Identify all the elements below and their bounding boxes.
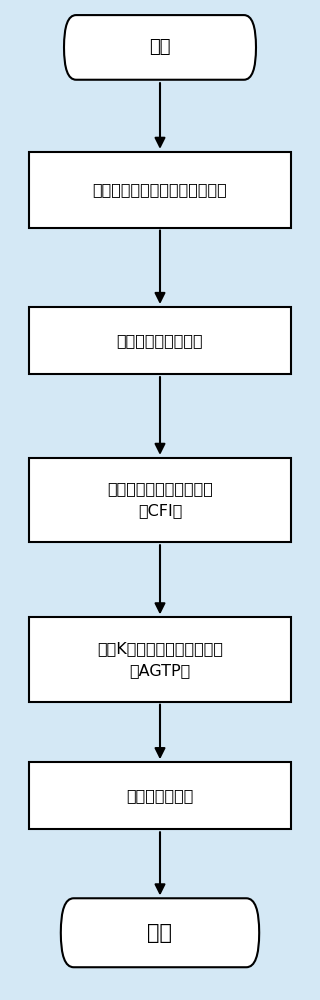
FancyBboxPatch shape bbox=[64, 15, 256, 80]
FancyBboxPatch shape bbox=[29, 152, 291, 228]
FancyBboxPatch shape bbox=[29, 762, 291, 829]
Text: 建立全球范围的网格化评估模型: 建立全球范围的网格化评估模型 bbox=[92, 182, 228, 197]
Text: 计算凝结尾生成频率指数
（CFI）: 计算凝结尾生成频率指数 （CFI） bbox=[107, 481, 213, 519]
FancyBboxPatch shape bbox=[29, 458, 291, 542]
FancyBboxPatch shape bbox=[61, 898, 259, 967]
Text: 绘制全球增温图: 绘制全球增温图 bbox=[126, 788, 194, 803]
Text: 评估K年后绝对全球温变潜能
（AGTP）: 评估K年后绝对全球温变潜能 （AGTP） bbox=[97, 641, 223, 678]
Text: 判断凝结尾生成态势: 判断凝结尾生成态势 bbox=[117, 333, 203, 348]
FancyBboxPatch shape bbox=[29, 307, 291, 374]
Text: 结束: 结束 bbox=[148, 923, 172, 943]
Text: 开始: 开始 bbox=[149, 38, 171, 56]
FancyBboxPatch shape bbox=[29, 617, 291, 702]
